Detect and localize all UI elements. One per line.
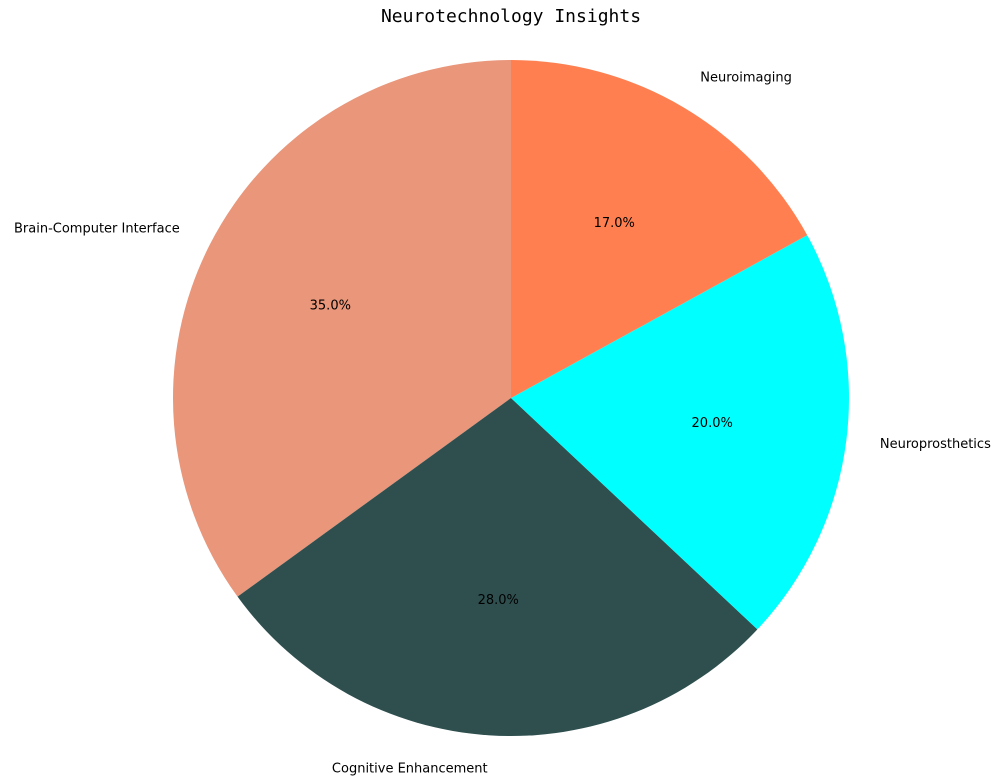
pie-labels: Brain-Computer Interface 35.0% Cognitive E… [14,70,991,776]
pie-slice-cognitive-enhancement [237,398,758,737]
slice-percent-label: 17.0% [594,216,635,231]
pie-slice-neuroprosthetics [511,235,849,630]
pie-slices [172,60,849,737]
slice-percent-label: 28.0% [478,593,519,608]
slice-percent-label: 20.0% [692,416,733,431]
pie-slice-brain-computer-interface [172,60,511,597]
slice-label: Neuroimaging [700,70,792,85]
chart-title: Neurotechnology Insights [381,6,641,27]
slice-label: Neuroprosthetics [880,437,991,452]
pie-slice-neuroimaging [511,60,808,398]
slice-label: Brain-Computer Interface [14,222,180,237]
slice-percent-label: 35.0% [310,298,351,313]
slice-label: Cognitive Enhancement [332,762,488,777]
